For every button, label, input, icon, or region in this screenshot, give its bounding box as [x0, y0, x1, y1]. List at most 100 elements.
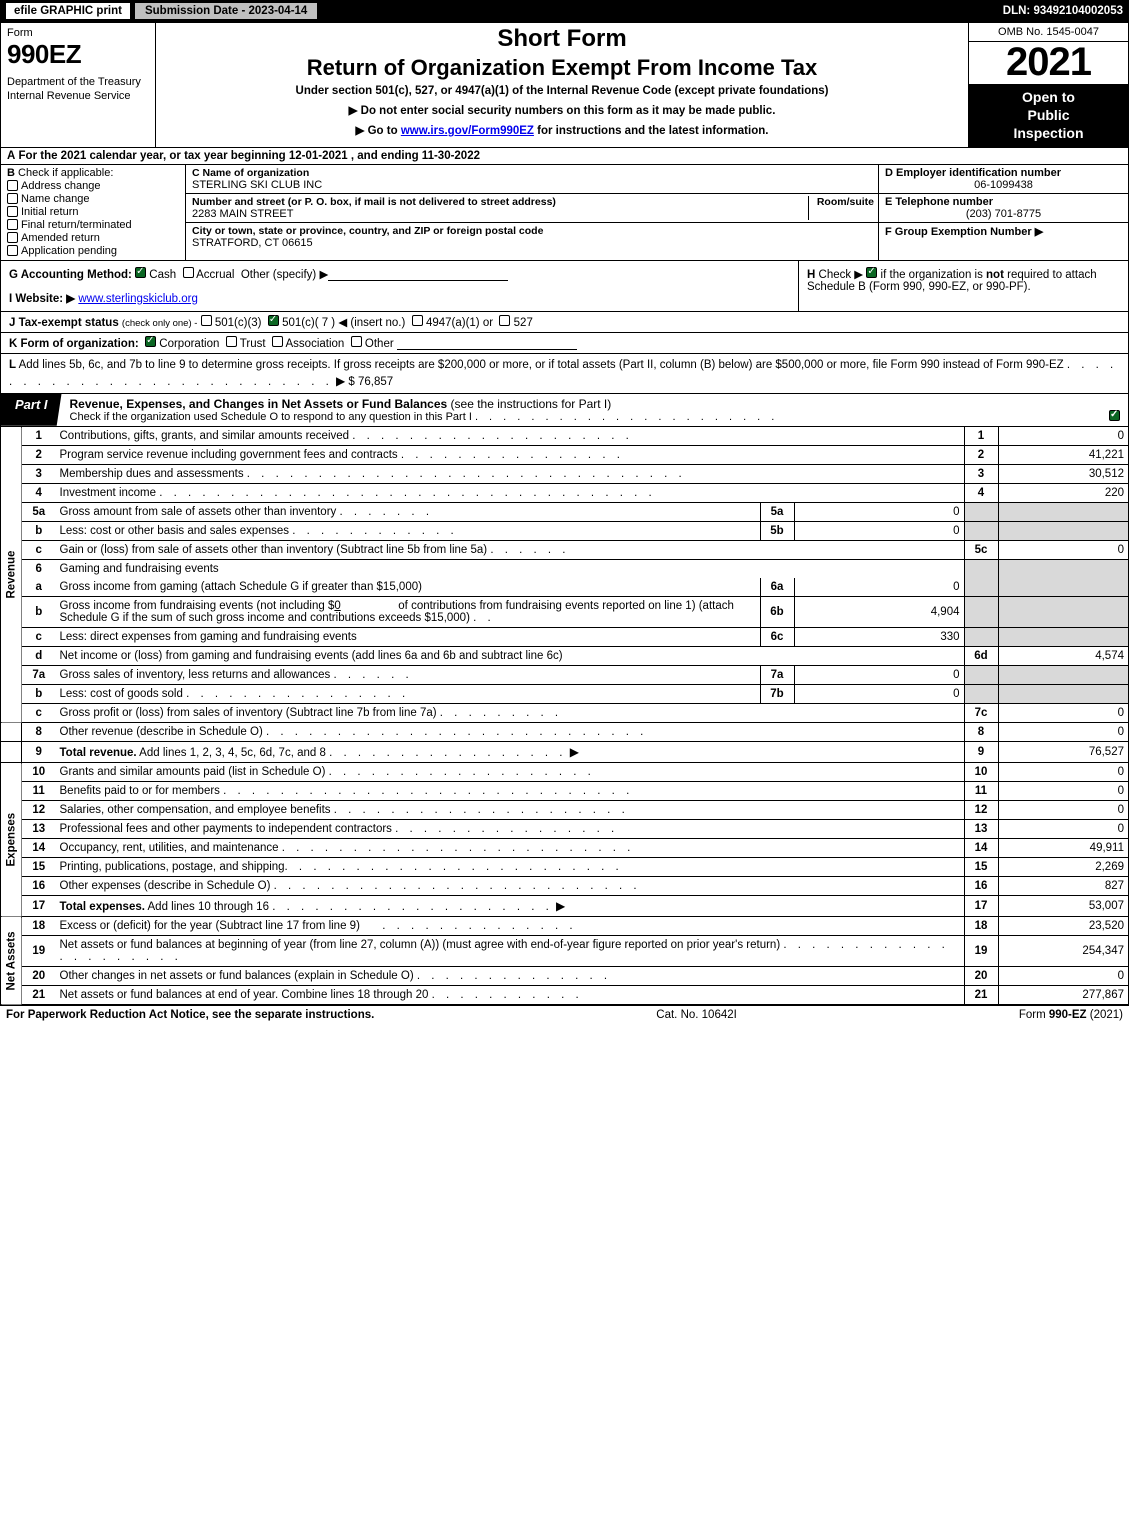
- row-j: J Tax-exempt status (check only one) - 5…: [1, 312, 1128, 333]
- line-20-no: 20: [22, 966, 56, 985]
- amended-return-checkbox[interactable]: [7, 232, 18, 243]
- line-14-num: 14: [964, 838, 998, 857]
- 4947-label: 4947(a)(1) or: [426, 317, 493, 329]
- line-7a-text: Gross sales of inventory, less returns a…: [56, 665, 761, 684]
- line-13-num: 13: [964, 819, 998, 838]
- name-change-label: Name change: [21, 193, 90, 205]
- name-change-checkbox[interactable]: [7, 193, 18, 204]
- line-1-no: 1: [22, 427, 56, 446]
- line-5b-ival: 0: [794, 521, 964, 540]
- 4947-checkbox[interactable]: [412, 315, 423, 326]
- ssn-note: ▶ Do not enter social security numbers o…: [162, 103, 962, 117]
- part1-header: Part I Revenue, Expenses, and Changes in…: [1, 394, 1128, 427]
- initial-return-label: Initial return: [21, 206, 78, 218]
- address-change-checkbox[interactable]: [7, 180, 18, 191]
- room-label: Room/suite: [817, 196, 874, 208]
- line-16-no: 16: [22, 876, 56, 895]
- 527-checkbox[interactable]: [499, 315, 510, 326]
- schedule-b-checkbox[interactable]: [866, 267, 877, 278]
- line-21-num: 21: [964, 985, 998, 1004]
- line-6d-num: 6d: [964, 646, 998, 665]
- line-3-text: Membership dues and assessments . . . . …: [56, 464, 965, 483]
- line-6c-no: c: [22, 627, 56, 646]
- schedule-o-checkbox[interactable]: [1109, 410, 1120, 421]
- line-18-val: 23,520: [998, 917, 1128, 936]
- revenue-table: Revenue 1 Contributions, gifts, grants, …: [1, 427, 1128, 763]
- line-15-text: Printing, publications, postage, and shi…: [56, 857, 965, 876]
- line-9-val: 76,527: [998, 741, 1128, 762]
- line-18-no: 18: [22, 917, 56, 936]
- line-3-no: 3: [22, 464, 56, 483]
- goto-prefix: ▶ Go to: [356, 125, 401, 137]
- 501c3-checkbox[interactable]: [201, 315, 212, 326]
- column-c: C Name of organization STERLING SKI CLUB…: [186, 165, 878, 260]
- tax-year: 2021: [969, 42, 1128, 84]
- line-19-val: 254,347: [998, 935, 1128, 966]
- accrual-checkbox[interactable]: [183, 267, 194, 278]
- line-2-val: 41,221: [998, 445, 1128, 464]
- line-6a-no: a: [22, 578, 56, 597]
- name-of-org-label: C Name of organization: [192, 167, 872, 179]
- line-2-text: Program service revenue including govern…: [56, 445, 965, 464]
- line-6a-text: Gross income from gaming (attach Schedul…: [56, 578, 761, 597]
- line-6d-text: Net income or (loss) from gaming and fun…: [56, 646, 965, 665]
- dln-label: DLN: 93492104002053: [1003, 5, 1123, 17]
- part1-check-line: Check if the organization used Schedule …: [70, 411, 779, 423]
- gross-receipts-amount: $ 76,857: [348, 376, 393, 388]
- row-l-text: Add lines 5b, 6c, and 7b to line 9 to de…: [19, 359, 1064, 371]
- line-5a-inum: 5a: [760, 502, 794, 521]
- line-1-text: Contributions, gifts, grants, and simila…: [56, 427, 965, 446]
- top-bar: efile GRAPHIC print Submission Date - 20…: [0, 0, 1129, 22]
- line-12-val: 0: [998, 800, 1128, 819]
- city-label: City or town, state or province, country…: [192, 225, 872, 237]
- website-link[interactable]: www.sterlingskiclub.org: [78, 293, 198, 305]
- final-return-checkbox[interactable]: [7, 219, 18, 230]
- irs-link[interactable]: www.irs.gov/Form990EZ: [401, 125, 534, 137]
- line-18-text: Excess or (deficit) for the year (Subtra…: [56, 917, 965, 936]
- address-change-label: Address change: [21, 180, 101, 192]
- line-1-num: 1: [964, 427, 998, 446]
- form-word: Form: [7, 27, 149, 39]
- other-org-checkbox[interactable]: [351, 336, 362, 347]
- application-pending-checkbox[interactable]: [7, 245, 18, 256]
- association-label: Association: [286, 338, 345, 350]
- line-6b-no: b: [22, 596, 56, 627]
- row-a-text: For the 2021 calendar year, or tax year …: [19, 150, 480, 162]
- application-pending-label: Application pending: [21, 245, 117, 257]
- street-value: 2283 MAIN STREET: [192, 208, 872, 220]
- line-3-val: 30,512: [998, 464, 1128, 483]
- association-checkbox[interactable]: [272, 336, 283, 347]
- inspection-text: Inspection: [973, 124, 1124, 142]
- line-20-text: Other changes in net assets or fund bala…: [56, 966, 965, 985]
- initial-return-checkbox[interactable]: [7, 206, 18, 217]
- goto-suffix: for instructions and the latest informat…: [534, 125, 769, 137]
- line-11-num: 11: [964, 781, 998, 800]
- line-6-no: 6: [22, 559, 56, 578]
- website-row: I Website: ▶ www.sterlingskiclub.org: [9, 291, 790, 305]
- efile-print-button[interactable]: efile GRAPHIC print: [6, 3, 130, 19]
- check-only-one: (check only one) -: [122, 318, 198, 329]
- line-4-no: 4: [22, 483, 56, 502]
- label-b: B: [7, 167, 15, 179]
- line-5b-text: Less: cost or other basis and sales expe…: [56, 521, 761, 540]
- submission-date-button[interactable]: Submission Date - 2023-04-14: [134, 2, 318, 20]
- part1-tag: Part I: [1, 394, 62, 426]
- amended-return-label: Amended return: [21, 232, 100, 244]
- line-7a-inum: 7a: [760, 665, 794, 684]
- accrual-label: Accrual: [196, 269, 234, 281]
- line-9-text: Total revenue. Add lines 1, 2, 3, 4, 5c,…: [56, 741, 965, 762]
- cash-checkbox[interactable]: [135, 267, 146, 278]
- line-5b-no: b: [22, 521, 56, 540]
- line-7b-text: Less: cost of goods sold . . . . . . . .…: [56, 684, 761, 703]
- trust-checkbox[interactable]: [226, 336, 237, 347]
- footer: For Paperwork Reduction Act Notice, see …: [0, 1006, 1129, 1024]
- line-7c-no: c: [22, 703, 56, 722]
- line-16-text: Other expenses (describe in Schedule O) …: [56, 876, 965, 895]
- other-specify-field[interactable]: [328, 267, 508, 281]
- corporation-checkbox[interactable]: [145, 336, 156, 347]
- footer-right: Form 990-EZ (2021): [1019, 1009, 1123, 1021]
- line-6b-inum: 6b: [760, 596, 794, 627]
- 501c-checkbox[interactable]: [268, 315, 279, 326]
- other-org-field[interactable]: [397, 336, 577, 350]
- label-l: L: [9, 359, 16, 371]
